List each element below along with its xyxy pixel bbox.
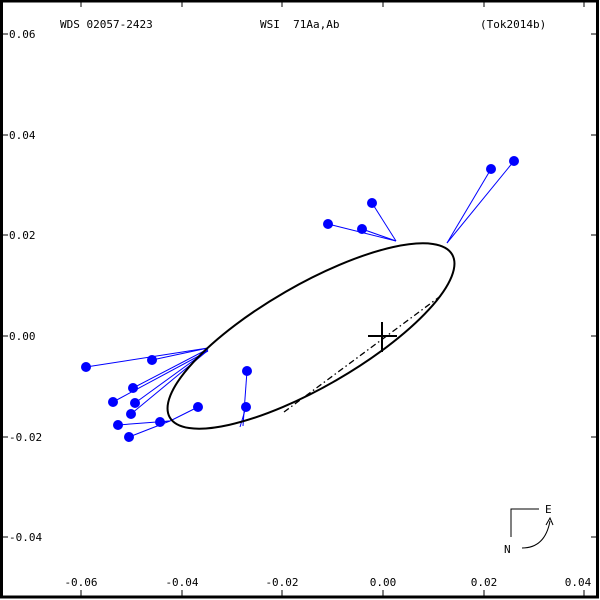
y-tick-label: 0.00 (9, 330, 36, 343)
compass-axes (510, 508, 539, 537)
observation-point (323, 219, 333, 229)
observation-point (357, 224, 367, 234)
right-ticks (591, 33, 596, 538)
compass: E N (504, 503, 554, 556)
y-tick-label: 0.04 (9, 129, 36, 142)
x-tick-label: 0.04 (565, 576, 592, 589)
observation-points (81, 156, 519, 442)
bottom-ticks (80, 590, 585, 596)
x-tick-label: 0.00 (370, 576, 397, 589)
y-tick-label: -0.02 (9, 431, 42, 444)
x-tick-label: 0.02 (471, 576, 498, 589)
wds-id: WDS 02057-2423 (60, 18, 153, 31)
observation-point (155, 417, 165, 427)
observation-point (113, 420, 123, 430)
observation-point (124, 432, 134, 442)
observation-point (130, 398, 140, 408)
observation-point (128, 383, 138, 393)
y-tick-label: 0.06 (9, 28, 36, 41)
arrowhead-icon (545, 516, 554, 526)
primary-star-cross-icon (368, 322, 397, 352)
x-tick-label: -0.02 (265, 576, 298, 589)
top-ticks (80, 2, 585, 7)
reference-code: (Tok2014b) (480, 18, 546, 31)
observation-point (242, 366, 252, 376)
observation-point (486, 164, 496, 174)
y-tick-label: -0.04 (9, 531, 42, 544)
y-tick-label: 0.02 (9, 229, 36, 242)
compass-arrow-icon (521, 520, 551, 549)
x-tick-label: -0.06 (64, 576, 97, 589)
observation-point (81, 362, 91, 372)
x-tick-label: -0.04 (165, 576, 198, 589)
observation-point (509, 156, 519, 166)
discoverer-designation: WSI 71Aa,Ab (260, 18, 339, 31)
observation-point (126, 409, 136, 419)
observation-point (241, 402, 251, 412)
compass-north-label: N (504, 543, 511, 556)
observation-point (108, 397, 118, 407)
line-of-nodes (283, 294, 443, 413)
observation-point (147, 355, 157, 365)
observation-point (193, 402, 203, 412)
residual-lines (85, 160, 515, 438)
orbit-ellipse (166, 242, 456, 430)
observation-point (367, 198, 377, 208)
compass-east-label: E (545, 503, 552, 516)
left-ticks (3, 33, 8, 538)
